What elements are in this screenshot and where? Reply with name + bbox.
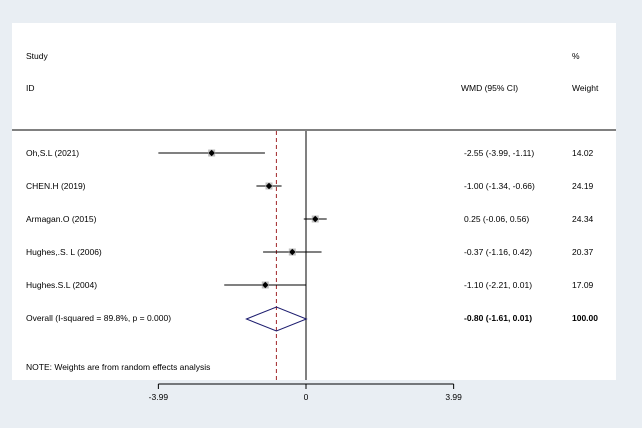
ci-text-4: -0.37 (-1.16, 0.42) — [464, 247, 533, 257]
ci-text-1: -2.55 (-3.99, -1.11) — [464, 148, 535, 158]
study-header: Study — [26, 51, 48, 61]
overall-diamond — [245, 306, 308, 332]
forest-plot-panel: Study ID WMD (95% CI) % Weight Oh,S.L (2… — [12, 23, 616, 380]
study-label-3: Armagan.O (2015) — [26, 214, 97, 224]
x-tick-label-3: 3.99 — [445, 392, 462, 402]
id-header: ID — [26, 83, 35, 93]
point-marker-4 — [289, 248, 296, 256]
percent-header: % — [572, 51, 580, 61]
x-tick-label-1: -3.99 — [149, 392, 169, 402]
study-label-1: Oh,S.L (2021) — [26, 148, 80, 158]
point-marker-5 — [262, 281, 269, 289]
ci-text-3: 0.25 (-0.06, 0.56) — [464, 214, 530, 224]
forest-plot-svg — [12, 129, 616, 380]
weight-3: 24.34 — [572, 214, 594, 224]
x-tick-label-2: 0 — [304, 392, 309, 402]
study-label-2: CHEN.H (2019) — [26, 181, 86, 191]
effect-header: WMD (95% CI) — [461, 83, 519, 93]
weight-2: 24.19 — [572, 181, 594, 191]
point-marker-2 — [265, 182, 273, 190]
ci-text-2: -1.00 (-1.34, -0.66) — [464, 181, 535, 191]
weight-4: 20.37 — [572, 247, 594, 257]
ci-text-5: -1.10 (-2.21, 0.01) — [464, 280, 533, 290]
study-label-4: Hughes,.S. L (2006) — [26, 247, 102, 257]
weight-header: Weight — [572, 83, 599, 93]
study-label-5: Hughes.S.L (2004) — [26, 280, 98, 290]
overall-ci-text: -0.80 (-1.61, 0.01) — [464, 313, 533, 323]
overall-label: Overall (I-squared = 89.8%, p = 0.000) — [26, 313, 172, 323]
weight-1: 14.02 — [572, 148, 594, 158]
point-marker-3 — [312, 215, 319, 223]
note-text: NOTE: Weights are from random effects an… — [26, 362, 211, 372]
weight-5: 17.09 — [572, 280, 594, 290]
overall-weight: 100.00 — [572, 313, 598, 323]
point-marker-1 — [208, 149, 215, 157]
